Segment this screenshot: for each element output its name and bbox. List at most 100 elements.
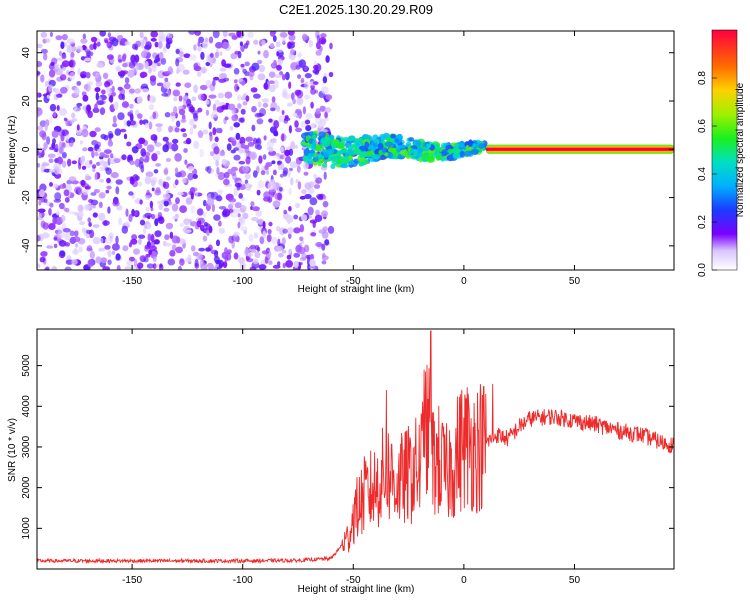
- spectrogram-noise-point: [123, 83, 131, 90]
- spectrogram-noise-point: [145, 207, 150, 212]
- spectrogram-noise-point: [216, 166, 220, 175]
- spectrogram-noise-point: [165, 242, 172, 247]
- spectrogram-noise-point: [271, 160, 276, 165]
- spectrogram-noise-point: [266, 140, 275, 148]
- spectrogram-noise-point: [200, 262, 208, 270]
- spectrogram-noise-point: [79, 221, 85, 226]
- spectrogram-noise-point: [129, 113, 134, 122]
- spectrogram-noise-point: [308, 40, 314, 48]
- spectrogram-noise-point: [274, 74, 283, 79]
- spectrogram-noise-point: [113, 158, 121, 164]
- spectrogram-noise-point: [313, 81, 319, 85]
- spectrogram-noise-point: [76, 102, 83, 107]
- spectrogram-noise-point: [170, 111, 176, 117]
- spectrogram-noise-point: [86, 104, 92, 112]
- spectrogram-noise-point: [80, 38, 88, 44]
- spectrogram-noise-point: [285, 214, 294, 223]
- spectrogram-noise-point: [59, 50, 62, 57]
- spectrogram-y-ticks: 40 20 0 -20 -40: [21, 47, 674, 253]
- spectrogram-noise-point: [200, 67, 207, 74]
- spectrogram-noise-point: [125, 208, 129, 217]
- spectrogram-noise-point: [175, 58, 180, 67]
- spectrogram-noise-point: [262, 230, 267, 239]
- spectrogram-noise-point: [242, 101, 248, 106]
- spectrogram-noise-point: [212, 103, 217, 112]
- spectrogram-noise-point: [175, 236, 181, 244]
- spectrogram-noise-point: [219, 150, 226, 157]
- spectrogram-noise-point: [89, 160, 93, 165]
- spectrogram-noise-point: [119, 128, 127, 133]
- spectrogram-noise-point: [249, 151, 257, 161]
- spectrogram-noise-point: [165, 158, 172, 162]
- spectrogram-noise-point: [57, 230, 65, 238]
- spectrogram-noise-point: [238, 217, 244, 224]
- spectrogram-noise-point: [164, 234, 170, 241]
- spectrogram-signal-point: [380, 135, 386, 141]
- spectrogram-noise-point: [197, 107, 203, 113]
- spectrogram-noise-point: [96, 100, 104, 106]
- spectrogram-noise-point: [313, 173, 318, 180]
- spectrogram-noise-point: [230, 201, 235, 206]
- spectrogram-signal-point: [318, 131, 326, 139]
- spectrogram-noise-point: [185, 137, 192, 145]
- spectrogram-noise-point: [233, 252, 239, 260]
- spectrogram-noise-point: [144, 122, 149, 129]
- spectrogram-noise-point: [313, 64, 319, 70]
- spectrogram-noise-point: [163, 181, 170, 189]
- spectrogram-noise-point: [209, 52, 214, 58]
- spectrogram-noise-point: [37, 71, 41, 75]
- spectrogram-noise-point: [160, 34, 167, 39]
- spectrogram-noise-point: [309, 219, 318, 224]
- spectrogram-noise-point: [124, 77, 130, 84]
- spectrogram-noise-point: [236, 94, 242, 101]
- spectrogram-noise-point: [317, 194, 324, 201]
- spectrogram-noise-point: [271, 62, 277, 68]
- spectrogram-noise-point: [144, 44, 152, 50]
- spectrogram-noise-point: [255, 139, 260, 144]
- spectrogram-noise-point: [40, 251, 48, 257]
- spectrogram-noise-point: [313, 184, 321, 189]
- spectrogram-noise-point: [150, 31, 158, 38]
- spectrogram-noise-point: [278, 252, 284, 258]
- spectrogram-signal-point: [454, 143, 460, 148]
- spectrogram-noise-point: [252, 170, 258, 178]
- spectrogram-noise-point: [231, 114, 239, 122]
- spectrogram-noise-point: [202, 40, 209, 49]
- spectrogram-noise-point: [215, 41, 223, 49]
- spectrogram-noise-point: [162, 136, 169, 142]
- spectrogram-noise-point: [145, 195, 151, 200]
- spectrogram-noise-point: [324, 239, 330, 246]
- spectrogram-noise-point: [183, 148, 188, 153]
- spectrogram-noise-point: [196, 208, 204, 216]
- spectrogram-noise-point: [277, 160, 283, 165]
- spectrogram-noise-point: [285, 155, 292, 164]
- spectrogram-noise-point: [277, 261, 281, 266]
- spectrogram-noise-point: [156, 126, 162, 133]
- snr-y-tick-label: 1000: [21, 517, 32, 540]
- spectrogram-noise-point: [208, 121, 212, 130]
- spectrogram-noise-point: [256, 118, 264, 125]
- spectrogram-signal-point: [347, 160, 355, 166]
- spectrogram-noise-point: [293, 227, 301, 234]
- spectrogram-signal-point: [478, 143, 485, 149]
- spectrogram-signal-point: [314, 143, 321, 152]
- spectrogram-noise-point: [73, 230, 79, 237]
- spectrogram-noise-point: [107, 32, 112, 38]
- spectrogram-noise-point: [251, 105, 257, 113]
- spectrogram-noise-point: [301, 252, 307, 260]
- spectrogram-noise-point: [251, 206, 260, 212]
- spectrogram-noise-point: [296, 97, 304, 106]
- spectrogram-noise-point: [222, 261, 228, 269]
- spectrogram-noise-point: [228, 197, 237, 203]
- spectrogram-noise-point: [94, 127, 101, 132]
- spectrogram-signal-point: [381, 147, 388, 152]
- spectrogram-noise-point: [269, 31, 276, 37]
- spectrogram-noise-point: [94, 87, 101, 93]
- colorbar-tick-label: 0.8: [697, 71, 708, 85]
- spectrogram-signal-point: [358, 145, 368, 152]
- spectrogram-noise-point: [183, 229, 192, 234]
- spectrogram-noise-point: [105, 189, 110, 194]
- spectrogram-noise-point: [246, 183, 250, 187]
- snr-frame: [36, 328, 675, 570]
- spectrogram-signal-point: [408, 137, 415, 142]
